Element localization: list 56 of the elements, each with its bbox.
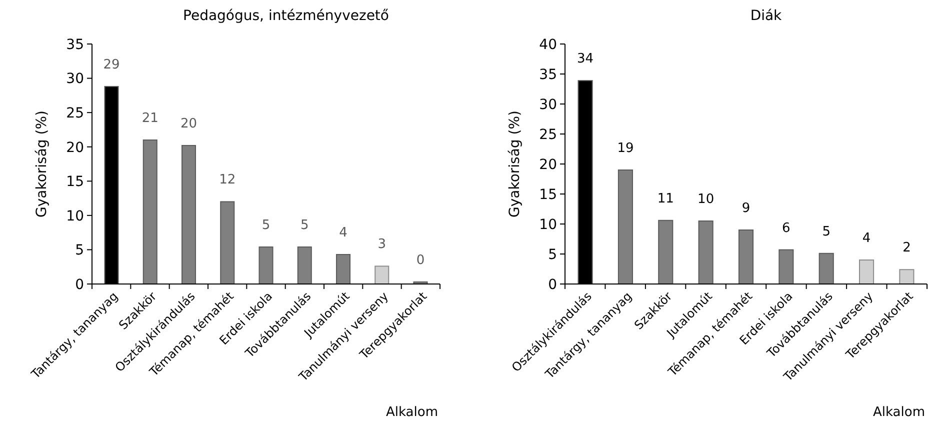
y-tick-label: 10: [66, 208, 84, 224]
y-tick-label: 0: [548, 276, 557, 293]
data-label: 4: [862, 231, 871, 246]
data-label: 10: [698, 192, 714, 207]
bar: [181, 144, 196, 284]
y-tick-label: 40: [539, 36, 557, 53]
y-axis-title: Gyakoriság (%): [34, 110, 50, 218]
bar: [297, 246, 312, 284]
y-tick-label: 5: [75, 242, 84, 259]
bar: [859, 260, 874, 284]
y-tick-label: 10: [539, 216, 557, 233]
data-label: 5: [822, 224, 830, 240]
chart-title: Pedagógus, intézményvezető: [183, 8, 389, 24]
data-label: 6: [782, 220, 790, 236]
y-tick-label: 20: [66, 140, 84, 156]
bar: [899, 269, 914, 284]
bar: [220, 201, 235, 284]
y-tick-label: 35: [66, 36, 84, 53]
data-label: 11: [657, 191, 674, 206]
y-tick-label: 0: [75, 276, 84, 293]
data-label: 21: [142, 111, 158, 126]
data-label: 19: [617, 141, 634, 156]
bar: [738, 230, 754, 284]
y-tick-label: 15: [539, 186, 557, 203]
y-tick-label: 25: [539, 126, 557, 143]
bar: [658, 220, 674, 284]
data-label: 3: [378, 237, 386, 252]
bar: [778, 249, 794, 284]
data-label: 0: [416, 252, 425, 268]
data-label: 2: [902, 240, 911, 256]
y-tick-label: 30: [539, 96, 557, 113]
bar: [336, 254, 351, 284]
x-axis-title: Alkalom: [873, 405, 925, 420]
data-label: 29: [103, 58, 120, 73]
bar: [142, 140, 158, 284]
data-label: 34: [577, 52, 594, 67]
data-label: 9: [742, 201, 750, 216]
x-axis-title: Alkalom: [386, 405, 438, 420]
data-label: 5: [300, 218, 309, 233]
data-label: 5: [262, 218, 270, 233]
bar: [818, 252, 834, 284]
bar: [698, 220, 714, 284]
bar: [258, 246, 274, 284]
bar: [618, 170, 633, 284]
y-tick-label: 20: [539, 156, 557, 173]
data-label: 4: [339, 226, 348, 241]
y-tick-label: 25: [66, 105, 84, 122]
y-tick-label: 5: [548, 246, 557, 263]
data-label: 20: [180, 116, 198, 132]
bar: [374, 266, 390, 284]
y-axis-title: Gyakoriság (%): [507, 110, 523, 218]
chart-title: Diák: [750, 8, 783, 24]
y-tick-label: 15: [66, 174, 84, 190]
data-label: 12: [219, 172, 236, 188]
y-tick-label: 30: [66, 71, 84, 88]
y-tick-label: 35: [539, 66, 557, 83]
